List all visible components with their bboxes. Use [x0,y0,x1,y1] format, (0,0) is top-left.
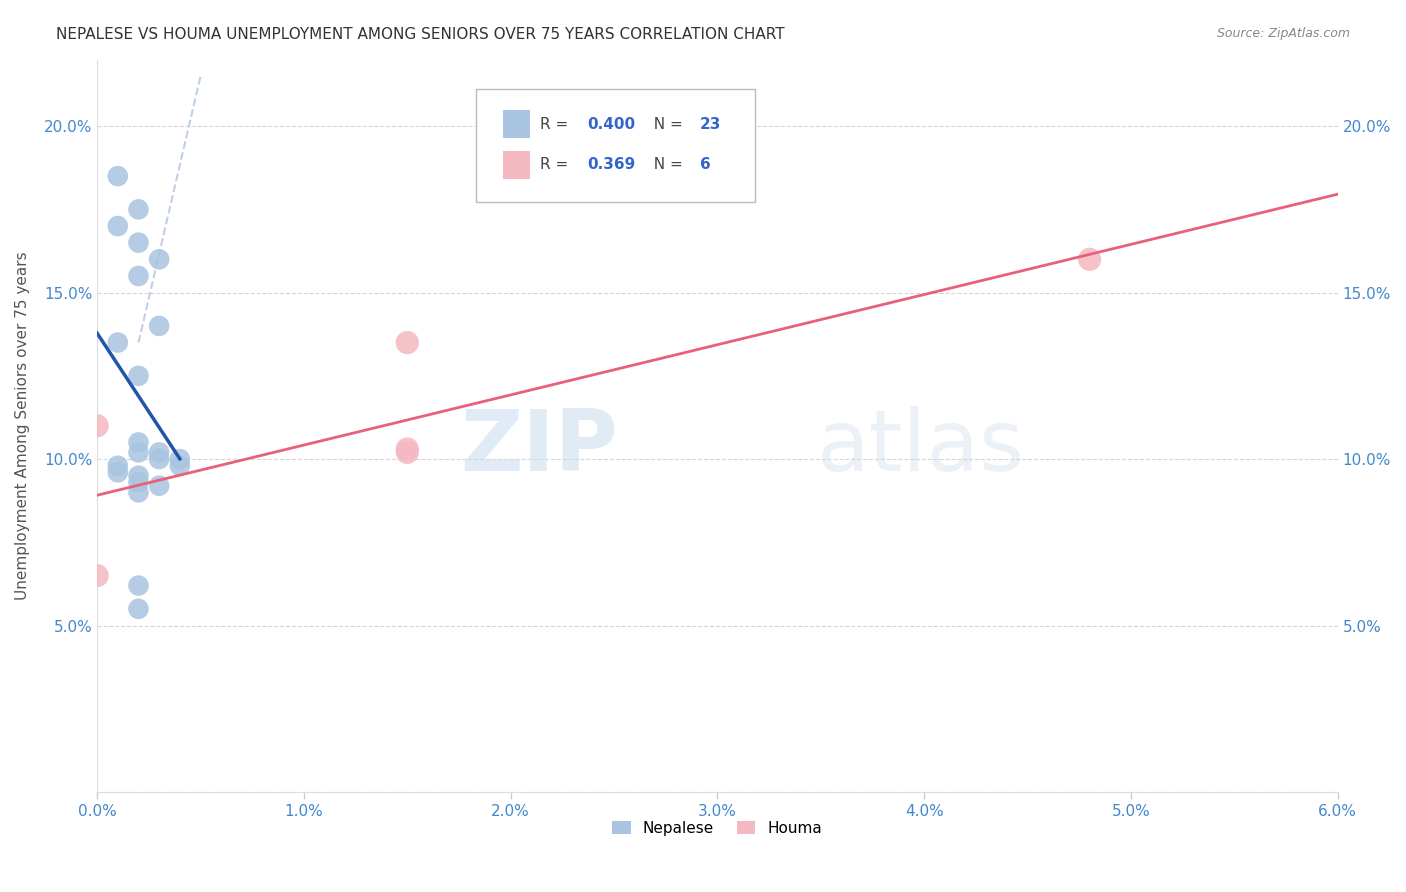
Point [169,458,191,473]
Text: N =: N = [644,117,688,131]
Point [127,475,149,490]
Point [127,435,149,450]
FancyBboxPatch shape [475,89,755,202]
Point [127,578,149,592]
Point [396,445,419,459]
Point [107,335,129,350]
Point [107,169,129,183]
Text: 6: 6 [700,157,711,172]
Point [127,485,149,500]
Point [396,442,419,456]
Point [148,318,170,333]
Point [107,219,129,233]
Point [127,268,149,283]
Point [127,468,149,483]
Point [148,252,170,267]
Point [86,418,108,433]
Text: R =: R = [540,117,574,131]
Point [396,335,419,350]
Legend: Nepalese, Houma: Nepalese, Houma [613,821,823,836]
Y-axis label: Unemployment Among Seniors over 75 years: Unemployment Among Seniors over 75 years [15,252,30,600]
Point [86,568,108,582]
Point [148,479,170,493]
Point [127,445,149,459]
Point [107,466,129,480]
Point [127,235,149,250]
FancyBboxPatch shape [503,151,530,179]
Point [127,368,149,383]
Text: NEPALESE VS HOUMA UNEMPLOYMENT AMONG SENIORS OVER 75 YEARS CORRELATION CHART: NEPALESE VS HOUMA UNEMPLOYMENT AMONG SEN… [56,27,785,42]
Point [107,458,129,473]
Point [148,452,170,467]
Point [127,602,149,616]
Point [169,452,191,467]
FancyBboxPatch shape [503,110,530,138]
Text: 0.400: 0.400 [588,117,636,131]
Point [148,445,170,459]
Text: R =: R = [540,157,574,172]
Text: 23: 23 [700,117,721,131]
Text: Source: ZipAtlas.com: Source: ZipAtlas.com [1216,27,1350,40]
Text: ZIP: ZIP [460,406,619,489]
Text: 0.369: 0.369 [588,157,636,172]
Point [127,202,149,217]
Text: atlas: atlas [817,406,1025,489]
Point [1078,252,1101,267]
Text: N =: N = [644,157,688,172]
